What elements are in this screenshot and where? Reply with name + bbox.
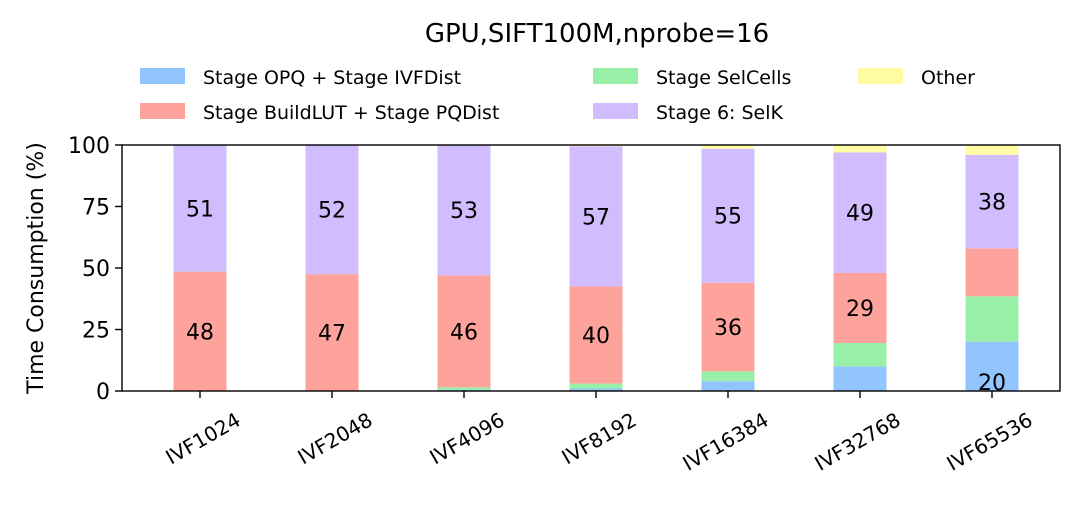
x-tick-label: IVF65536 (942, 408, 1036, 476)
legend-item-stage-selcells: Stage SelCells (593, 67, 791, 89)
data-label: 51 (186, 197, 214, 222)
chart-title: GPU,SIFT100M,nprobe=16 (425, 19, 769, 49)
bar-ivf8192-stage-opq-stage-ivfdist (569, 388, 623, 391)
bar-ivf32768-other (833, 145, 887, 153)
legend-swatch (140, 68, 185, 84)
bar-ivf4096-stage-6-selk (437, 145, 491, 276)
y-axis: 0 25 50 75 100 (68, 134, 122, 405)
data-label: 49 (846, 202, 874, 227)
legend-item-stage-buildlut-stage-pqdist: Stage BuildLUT + Stage PQDist (140, 102, 499, 124)
data-label: 40 (582, 324, 610, 349)
bars (173, 145, 1019, 391)
legend-swatch (140, 103, 185, 119)
x-tick-label: IVF32768 (810, 408, 904, 476)
y-tick-label: 0 (96, 380, 110, 405)
bar-ivf1024-stage-6-selk (173, 145, 227, 272)
bar-ivf1024-stage-buildlut-stage-pqdist (173, 271, 227, 391)
data-label: 55 (714, 205, 742, 230)
bar-ivf8192-stage-buildlut-stage-pqdist (569, 286, 623, 384)
bar-ivf16384-stage-selcells (701, 371, 755, 382)
bar-ivf32768-stage-selcells (833, 343, 887, 367)
bar-ivf16384-other (701, 145, 755, 149)
legend-swatch (593, 103, 638, 119)
bar-ivf16384-stage-buildlut-stage-pqdist (701, 282, 755, 372)
bar-ivf8192-stage-selcells (569, 383, 623, 389)
legend-label: Stage SelCells (656, 67, 791, 89)
data-label: 53 (450, 199, 478, 224)
y-tick-label: 50 (82, 257, 110, 282)
bar-ivf4096-stage-buildlut-stage-pqdist (437, 275, 491, 388)
data-label: 36 (714, 316, 742, 341)
legend-label: Other (921, 67, 975, 89)
bar-ivf32768-stage-6-selk (833, 152, 887, 273)
y-axis-label: Time Consumption (%) (24, 142, 49, 395)
data-label: 29 (846, 297, 874, 322)
bar-ivf65536-stage-buildlut-stage-pqdist (965, 248, 1019, 297)
x-axis: IVF1024 IVF2048 IVF4096 IVF8192 IVF16384 IVF3… (161, 391, 1037, 476)
legend-swatch (858, 68, 903, 84)
data-label: 46 (450, 320, 478, 345)
bar-ivf32768-stage-buildlut-stage-pqdist (833, 272, 887, 344)
legend-item-stage-opq-stage-ivfdist: Stage OPQ + Stage IVFDist (140, 67, 461, 89)
y-tick-label: 25 (82, 319, 110, 344)
data-label: 57 (582, 205, 610, 230)
data-label: 48 (186, 320, 214, 345)
y-tick-label: 100 (68, 134, 110, 159)
legend-label: Stage BuildLUT + Stage PQDist (203, 102, 499, 124)
bar-ivf4096-stage-selcells (437, 387, 491, 390)
bar-ivf65536-other (965, 145, 1019, 155)
bar-ivf65536-stage-opq-stage-ivfdist (965, 341, 1019, 391)
x-tick-label: IVF16384 (678, 408, 772, 476)
bar-ivf32768-stage-opq-stage-ivfdist (833, 366, 887, 391)
bar-ivf2048-stage-6-selk (305, 145, 359, 275)
legend-label: Stage 6: SelK (656, 102, 784, 124)
legend-item-other: Other (858, 67, 975, 89)
data-label: 52 (318, 199, 346, 224)
legend-item-stage-6-selk: Stage 6: SelK (593, 102, 784, 124)
x-tick-label: IVF8192 (557, 408, 640, 470)
legend: Stage OPQ + Stage IVFDist Stage BuildLUT … (140, 67, 975, 124)
x-tick-label: IVF1024 (161, 408, 244, 470)
bar-ivf65536-stage-6-selk (965, 154, 1019, 249)
legend-swatch (593, 68, 638, 84)
x-tick-label: IVF4096 (425, 408, 508, 470)
x-tick-label: IVF2048 (293, 408, 376, 470)
bar-ivf16384-stage-opq-stage-ivfdist (701, 381, 755, 391)
bar-ivf16384-stage-6-selk (701, 148, 755, 283)
data-label: 47 (318, 322, 346, 347)
bar-ivf8192-stage-6-selk (569, 146, 623, 287)
legend-label: Stage OPQ + Stage IVFDist (203, 67, 461, 89)
y-tick-label: 75 (82, 196, 110, 221)
data-label: 38 (978, 191, 1006, 216)
bar-ivf2048-stage-buildlut-stage-pqdist (305, 274, 359, 391)
bar-ivf65536-stage-selcells (965, 296, 1019, 342)
